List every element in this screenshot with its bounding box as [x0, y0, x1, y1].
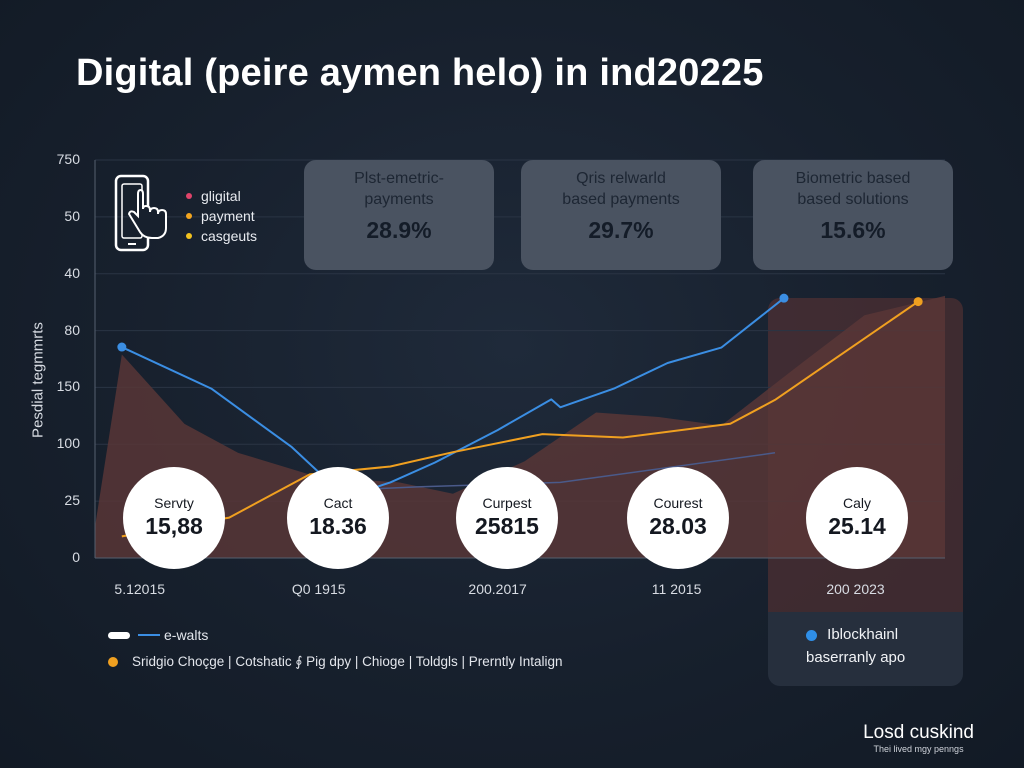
- bubble-value: 25.14: [828, 513, 886, 539]
- legend-item-ewallets: e-walts: [108, 626, 563, 644]
- legend-dot: [186, 233, 192, 239]
- brand-tagline: Thei lived mgy penngs: [873, 744, 964, 754]
- stat-card-label: Biometric based based solutions: [753, 168, 953, 210]
- legend-label: e-walts: [164, 627, 209, 643]
- bubble-value: 28.03: [649, 513, 707, 539]
- stat-card-label-line1: Biometric based: [795, 170, 911, 187]
- x-tick-label: 11 2015: [651, 581, 702, 597]
- phone-legend-item: payment: [186, 206, 257, 226]
- y-tick-label: 750: [56, 151, 80, 167]
- blockchain-legend-sub: baserranly apo: [806, 649, 906, 666]
- phone-legend: gligital payment casgeuts: [186, 186, 257, 246]
- highlight-panel-lower: [768, 612, 963, 686]
- bottom-legend: e-walts Sridgio Choçge | Cotshatic ∮ Pig…: [108, 626, 563, 671]
- stat-card-label: Qris relwarld based payments: [521, 168, 721, 210]
- brand-logo: Losd cuskind Thei lived mgy penngs: [863, 722, 974, 754]
- y-tick-label: 150: [56, 378, 80, 395]
- stat-card-label-line2: based payments: [562, 191, 680, 208]
- stat-card-label-line2: based solutions: [797, 191, 909, 208]
- x-tick-label: 5.12015: [114, 581, 166, 597]
- blockchain-legend-row: Iblockhainl: [806, 626, 905, 643]
- phone-legend-label: payment: [201, 208, 255, 224]
- y-tick-label: 25: [64, 492, 80, 509]
- series-line-e-walts: [121, 297, 785, 499]
- legend-line-swatch: [138, 634, 160, 636]
- stat-card-label: Plst-emetric- payments: [304, 168, 494, 210]
- stat-card-value: 29.7%: [588, 217, 654, 243]
- y-tick-label: 50: [64, 207, 80, 224]
- stat-card-biometric: Biometric based based solutions 15.6%: [753, 160, 953, 270]
- phone-legend-label: gligital: [201, 188, 241, 204]
- bubble-label: Courest: [653, 495, 703, 511]
- y-tick-label: 80: [64, 321, 80, 338]
- x-tick-label: Q0 1915: [291, 581, 346, 597]
- blockchain-legend-label: Iblockhainl: [827, 626, 899, 643]
- chart-title: Digital (peire aymen helo) in ind20225: [76, 52, 764, 94]
- bubble-value: 18.36: [309, 513, 367, 539]
- bubble-stat: Curpest 25815: [456, 467, 558, 569]
- x-tick-label: 200.2017: [468, 581, 527, 597]
- legend-dot: [186, 193, 192, 199]
- bubble-label: Caly: [842, 495, 871, 511]
- brand-name: Losd cuskind: [863, 722, 974, 743]
- series-point: [913, 297, 923, 307]
- series-point: [117, 342, 127, 352]
- bubble-label: Curpest: [482, 495, 532, 511]
- blockchain-legend: Iblockhainl baserranly apo: [806, 626, 905, 666]
- bubble-value: 25815: [475, 513, 539, 539]
- stat-card-value: 28.9%: [366, 217, 432, 243]
- stat-card-label-line1: Plst-emetric-: [354, 170, 444, 187]
- legend-pill-icon: [108, 631, 130, 639]
- legend-dot: [806, 629, 817, 641]
- series-point: [779, 293, 789, 303]
- stat-card-label-line1: Qris relwarld: [576, 170, 666, 187]
- stat-card-qris: Qris relwarld based payments 29.7%: [521, 160, 721, 270]
- series-line-sridgio-cho-ge: [121, 300, 919, 538]
- legend-dot: [108, 657, 118, 667]
- bubble-stat: Cact 18.36: [287, 467, 389, 569]
- y-tick-label: 40: [64, 264, 80, 281]
- y-tick-label: 0: [72, 549, 80, 565]
- y-tick-label: 100: [56, 435, 80, 452]
- legend-dot: [186, 213, 192, 219]
- phone-touch-icon: [112, 174, 176, 259]
- phone-legend-item: casgeuts: [186, 226, 257, 246]
- bubble-stat: Courest 28.03: [627, 467, 729, 569]
- x-tick-label: 200 2023: [826, 581, 885, 597]
- bubble-value: 15,88: [145, 513, 203, 539]
- bubble-stat: Caly 25.14: [806, 467, 908, 569]
- legend-item-other: Sridgio Choçge | Cotshatic ∮ Pig dpy | C…: [108, 653, 563, 671]
- phone-legend-label: casgeuts: [201, 228, 258, 244]
- phone-legend-item: gligital: [186, 186, 257, 206]
- bubble-label: Servty: [154, 495, 194, 511]
- legend-label: Sridgio Choçge | Cotshatic ∮ Pig dpy | C…: [132, 654, 563, 669]
- bubble-label: Cact: [323, 495, 353, 511]
- bubble-stat: Servty 15,88: [123, 467, 225, 569]
- stat-card-post-emetric: Plst-emetric- payments 28.9%: [304, 160, 494, 270]
- stat-card-label-line2: payments: [364, 191, 434, 208]
- stat-card-value: 15.6%: [820, 217, 886, 243]
